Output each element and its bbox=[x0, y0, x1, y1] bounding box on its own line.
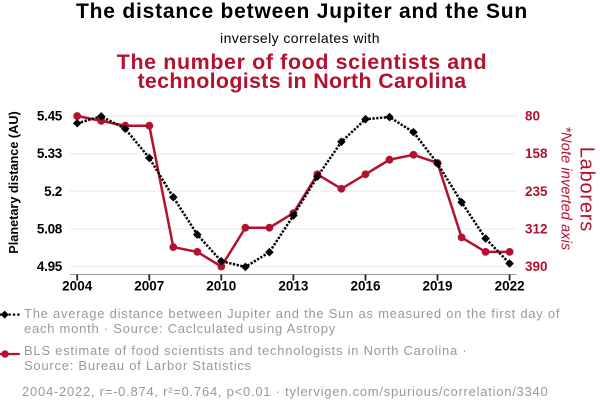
svg-text:2007: 2007 bbox=[134, 279, 164, 294]
svg-text:2004: 2004 bbox=[62, 279, 93, 294]
svg-text:4.95: 4.95 bbox=[37, 259, 63, 274]
svg-text:Laborers: Laborers bbox=[576, 147, 598, 232]
svg-text:*Note inverted axis: *Note inverted axis bbox=[558, 126, 574, 250]
svg-text:312: 312 bbox=[525, 221, 548, 236]
svg-text:2010: 2010 bbox=[206, 279, 236, 294]
svg-text:5.08: 5.08 bbox=[37, 221, 63, 236]
svg-text:158: 158 bbox=[525, 146, 548, 161]
svg-text:5.2: 5.2 bbox=[44, 184, 62, 199]
svg-text:80: 80 bbox=[525, 109, 540, 124]
svg-text:390: 390 bbox=[525, 259, 548, 274]
svg-text:2016: 2016 bbox=[350, 279, 381, 294]
svg-text:2013: 2013 bbox=[278, 279, 309, 294]
svg-text:2019: 2019 bbox=[422, 279, 452, 294]
svg-text:2022: 2022 bbox=[495, 279, 525, 294]
svg-text:235: 235 bbox=[525, 184, 548, 199]
svg-text:5.33: 5.33 bbox=[37, 146, 63, 161]
svg-text:5.45: 5.45 bbox=[37, 109, 63, 124]
svg-text:Planetary distance (AU): Planetary distance (AU) bbox=[7, 111, 21, 253]
